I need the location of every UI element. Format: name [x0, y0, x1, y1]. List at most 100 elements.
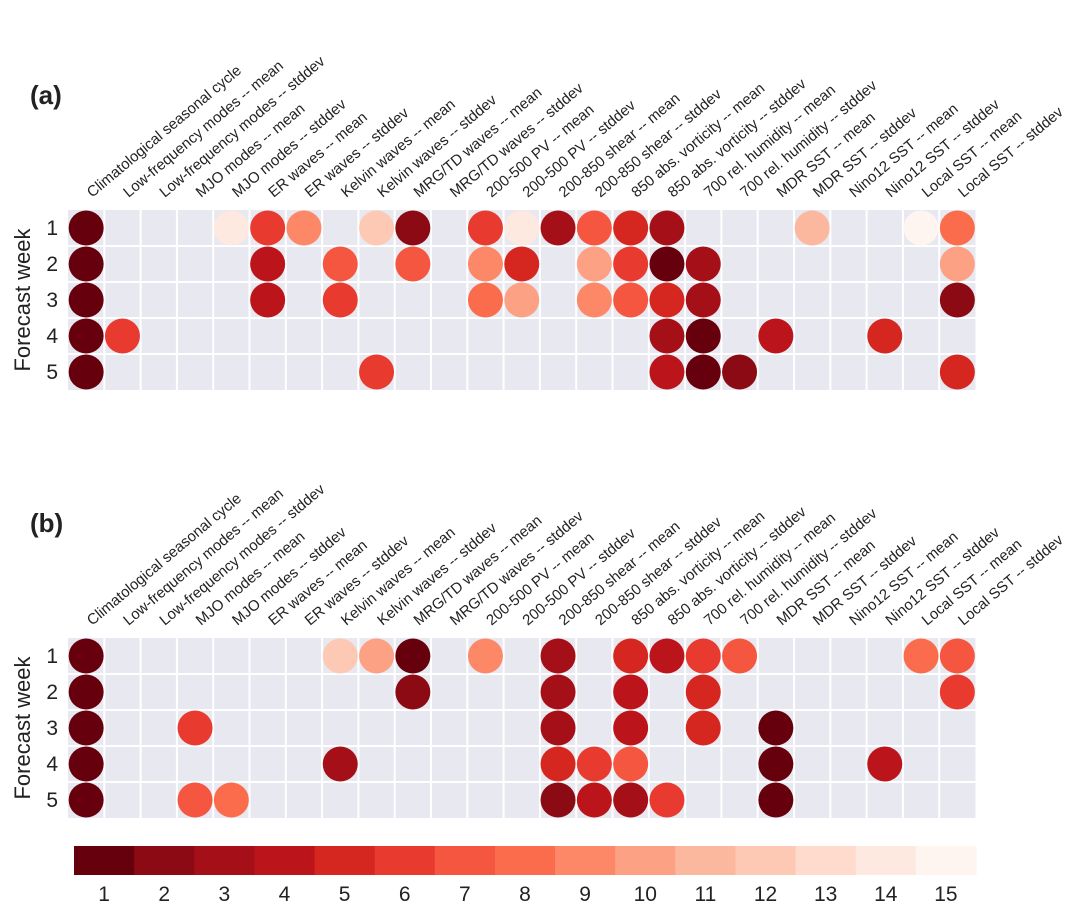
data-point [685, 710, 721, 746]
row-label: 5 [46, 789, 58, 812]
data-point [540, 674, 576, 710]
colorbar-segment [735, 846, 797, 875]
data-point [322, 638, 358, 674]
row-label: 3 [46, 717, 58, 740]
y-axis-label: Forecast week [10, 227, 35, 371]
colorbar-tick-label: 14 [874, 883, 898, 906]
colorbar-segment [254, 846, 316, 875]
data-point [685, 638, 721, 674]
data-point [68, 638, 104, 674]
panel-label: (b) [30, 508, 63, 538]
colorbar-tick-label: 12 [754, 883, 777, 906]
data-point [903, 210, 939, 246]
row-label: 4 [46, 325, 58, 348]
data-point [359, 210, 395, 246]
colorbar-segment [555, 846, 616, 875]
data-point [467, 638, 503, 674]
data-point [649, 246, 685, 282]
data-point [649, 638, 685, 674]
data-point [685, 674, 721, 710]
panel-a: (a) Climatological seasonal cycleLow-freq… [10, 53, 1067, 390]
data-point [685, 354, 721, 390]
data-point [576, 210, 612, 246]
data-point [395, 210, 431, 246]
data-point [467, 282, 503, 318]
data-point [939, 282, 975, 318]
colorbar-tick-label: 1 [98, 883, 110, 906]
data-point [322, 282, 358, 318]
data-point [68, 782, 104, 818]
data-point [286, 210, 322, 246]
row-label: 2 [46, 681, 58, 704]
data-point [104, 318, 140, 354]
data-point [322, 746, 358, 782]
data-point [68, 710, 104, 746]
data-point [68, 282, 104, 318]
data-point [758, 318, 794, 354]
data-point [467, 246, 503, 282]
data-point [504, 210, 540, 246]
data-point [722, 638, 758, 674]
row-label: 1 [46, 217, 58, 240]
data-point [68, 746, 104, 782]
colorbar-tick-label: 9 [579, 883, 591, 906]
row-label: 4 [46, 753, 58, 776]
data-point [722, 354, 758, 390]
colorbar-tick-label: 10 [634, 883, 657, 906]
colorbar-tick-label: 13 [814, 883, 837, 906]
row-label: 1 [46, 645, 58, 668]
colorbar-tick-label: 2 [158, 883, 170, 906]
data-point [613, 674, 649, 710]
colorbar-segment [795, 846, 857, 875]
colorbar-segment [194, 846, 255, 875]
data-point [685, 318, 721, 354]
data-point [68, 318, 104, 354]
data-point [613, 710, 649, 746]
data-point [213, 782, 249, 818]
data-point [540, 710, 576, 746]
data-point [576, 282, 612, 318]
data-point [540, 746, 576, 782]
data-point [68, 246, 104, 282]
data-point [576, 782, 612, 818]
colorbar-segment [74, 846, 135, 875]
data-point [395, 638, 431, 674]
panel-label: (a) [30, 80, 62, 110]
data-point [504, 282, 540, 318]
data-point [939, 638, 975, 674]
colorbar-tick-label: 5 [339, 883, 351, 906]
data-point [758, 782, 794, 818]
data-point [613, 746, 649, 782]
colorbar-segment [314, 846, 376, 875]
data-point [177, 710, 213, 746]
colorbar-segment [494, 846, 556, 875]
data-point [177, 782, 213, 818]
data-point [758, 710, 794, 746]
colorbar-tick-label: 3 [218, 883, 230, 906]
colorbar-segment [434, 846, 496, 875]
data-point [613, 782, 649, 818]
data-point [395, 246, 431, 282]
data-point [649, 354, 685, 390]
colorbar-tick-label: 4 [279, 883, 291, 906]
data-point [649, 210, 685, 246]
colorbar-tick-label: 15 [934, 883, 957, 906]
data-point [613, 246, 649, 282]
data-point [939, 246, 975, 282]
data-point [649, 782, 685, 818]
colorbar-segment [615, 846, 676, 875]
data-point [939, 354, 975, 390]
data-point [867, 746, 903, 782]
row-label: 3 [46, 289, 58, 312]
data-point [504, 246, 540, 282]
colorbar-segment [915, 846, 977, 875]
data-point [359, 354, 395, 390]
panel-b: (b) Climatological seasonal cycleLow-freq… [10, 481, 1067, 818]
data-point [359, 638, 395, 674]
data-point [322, 246, 358, 282]
data-point [613, 282, 649, 318]
data-point [540, 782, 576, 818]
data-point [540, 210, 576, 246]
colorbar-segment [374, 846, 436, 875]
colorbar-tick-label: 8 [519, 883, 531, 906]
